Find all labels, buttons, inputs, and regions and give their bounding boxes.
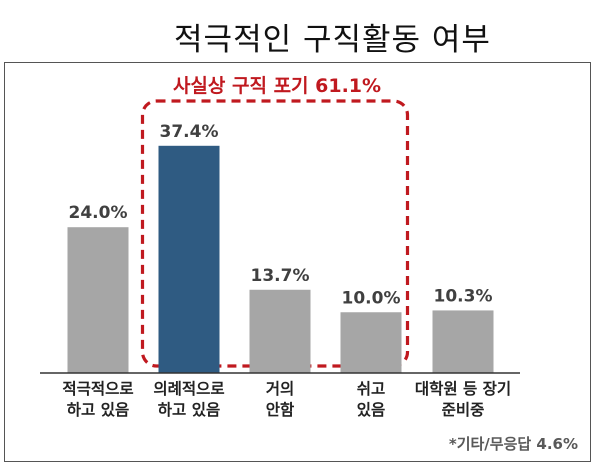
- footnote: *기타/무응답 4.6%: [449, 435, 578, 453]
- bar: [249, 289, 311, 373]
- bar: [340, 312, 402, 373]
- category-label: 안함: [266, 401, 295, 419]
- bar-value-label: 10.0%: [342, 288, 401, 308]
- chart-frame: [4, 62, 591, 462]
- bar-value-label: 10.3%: [434, 286, 493, 306]
- category-label: 있음: [357, 400, 386, 419]
- highlight-label: 사실상 구직 포기 61.1%: [173, 75, 381, 97]
- category-label: 하고 있음: [158, 400, 220, 419]
- category-label: 거의: [266, 380, 295, 398]
- bar: [432, 310, 494, 373]
- category-label: 하고 있음: [67, 400, 129, 419]
- category-label: 대학원 등 장기: [415, 380, 511, 398]
- bar: [67, 227, 129, 373]
- category-label: 의례적으로: [153, 380, 224, 398]
- category-label: 준비중: [442, 401, 485, 419]
- bar: [158, 145, 220, 373]
- category-label: 적극적으로: [62, 380, 133, 398]
- chart-title: 적극적인 구직활동 여부: [174, 22, 491, 58]
- category-label: 쉬고: [357, 380, 386, 398]
- bar-value-label: 24.0%: [69, 203, 128, 223]
- bar-value-label: 37.4%: [160, 122, 219, 142]
- bar-value-label: 13.7%: [251, 266, 310, 286]
